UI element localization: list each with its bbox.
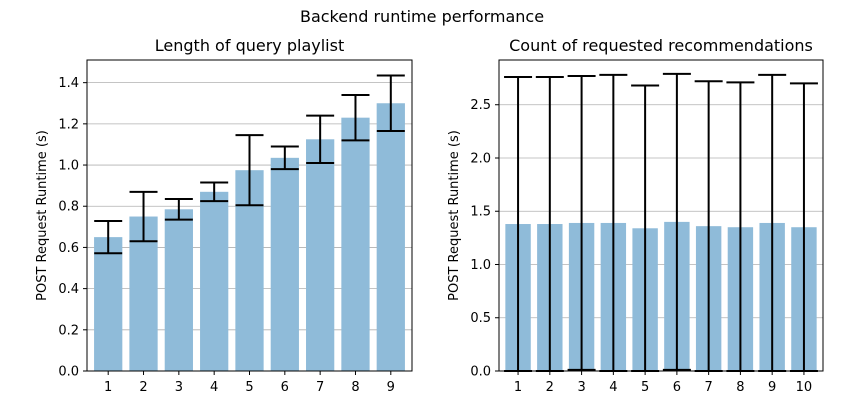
- chart-title-left: Length of query playlist: [155, 36, 344, 55]
- x-tick-label: 3: [175, 380, 183, 395]
- x-tick-label: 6: [281, 380, 289, 395]
- y-tick-label: 0.4: [58, 282, 79, 297]
- y-tick-label: 0.6: [58, 241, 79, 256]
- y-tick-label: 1.2: [58, 117, 79, 132]
- x-tick-label: 4: [210, 380, 218, 395]
- x-tick-label: 4: [609, 380, 617, 395]
- x-tick-label: 8: [736, 380, 744, 395]
- bar: [200, 191, 229, 371]
- figure-suptitle: Backend runtime performance: [300, 7, 544, 26]
- y-tick-label: 2.5: [470, 98, 491, 113]
- y-tick-label: 0.0: [470, 365, 491, 380]
- bar: [341, 117, 370, 371]
- y-tick-label: 0.5: [470, 311, 491, 326]
- x-tick-label: 8: [351, 380, 359, 395]
- x-tick-label: 1: [104, 380, 112, 395]
- y-tick-label: 2.0: [470, 151, 491, 166]
- x-tick-label: 7: [316, 380, 324, 395]
- bar: [94, 237, 123, 371]
- x-tick-label: 2: [139, 380, 147, 395]
- bar: [164, 209, 193, 371]
- y-tick-label: 1.4: [58, 76, 79, 91]
- y-tick-label: 0.2: [58, 323, 79, 338]
- y-tick-label: 1.0: [58, 159, 79, 174]
- x-tick-label: 5: [245, 380, 253, 395]
- x-tick-label: 6: [673, 380, 681, 395]
- chart-playlist-length: 0.0 0.2 0.4 0.6 0.8 1.0 1.2 1.4 1 2 3 4 5 6 7 8 9 Length…: [35, 36, 413, 395]
- x-tick-label: 1: [514, 380, 522, 395]
- bar: [129, 216, 158, 371]
- bar: [270, 157, 299, 371]
- y-tick-label: 1.0: [470, 258, 491, 273]
- y-tick-label: 0.0: [58, 365, 79, 380]
- y-tick-label: 0.8: [58, 200, 79, 215]
- y-axis-label-left: POST Request Runtime (s): [35, 130, 50, 301]
- bar: [376, 103, 405, 372]
- x-tick-label: 7: [705, 380, 713, 395]
- bar: [306, 139, 335, 371]
- y-axis-label-right: POST Request Runtime (s): [447, 130, 462, 301]
- x-tick-label: 10: [796, 380, 813, 395]
- chart-title-right: Count of requested recommendations: [509, 36, 813, 55]
- x-tick-label: 5: [641, 380, 649, 395]
- x-tick-label: 9: [387, 380, 395, 395]
- x-tick-label: 3: [577, 380, 585, 395]
- x-tick-label: 9: [768, 380, 776, 395]
- x-tick-label: 2: [546, 380, 554, 395]
- axes-frame-right: [498, 59, 824, 372]
- y-tick-label: 1.5: [470, 205, 491, 220]
- chart-recommendation-count: 0.0 0.5 1.0 1.5 2.0 2.5 1 2 3 4 5 6 7 8 9 10 Count of r…: [447, 36, 824, 395]
